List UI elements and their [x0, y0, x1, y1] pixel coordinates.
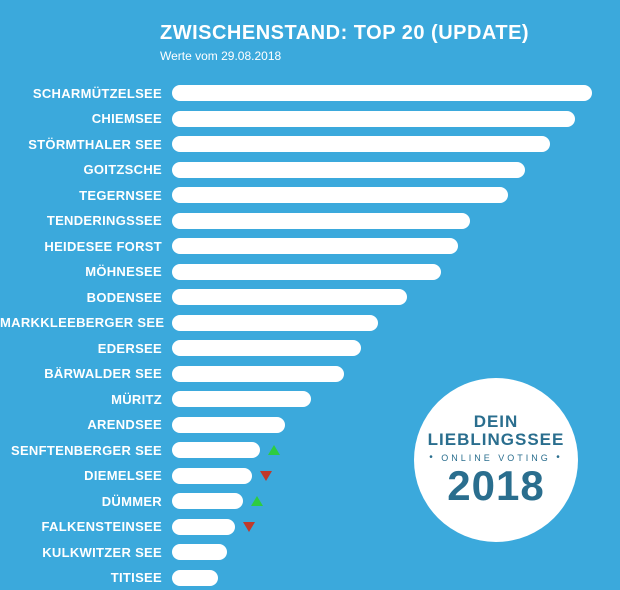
bar-label: STÖRMTHALER SEE	[0, 137, 172, 152]
bar-track	[172, 213, 620, 229]
bar-track	[172, 162, 620, 178]
bar-fill	[172, 111, 575, 127]
chart-header: ZWISCHENSTAND: TOP 20 (UPDATE) Werte vom…	[0, 0, 620, 63]
bar-row: CHIEMSEE	[0, 107, 620, 131]
bar-fill	[172, 187, 508, 203]
bar-fill	[172, 468, 252, 484]
bar-label: TEGERNSEE	[0, 188, 172, 203]
trend-up-icon	[251, 496, 263, 506]
bar-label: CHIEMSEE	[0, 111, 172, 126]
bar-label: TITISEE	[0, 570, 172, 585]
bar-row: MARKKLEEBERGER SEE	[0, 311, 620, 335]
bar-fill	[172, 162, 525, 178]
bar-label: EDERSEE	[0, 341, 172, 356]
bar-track	[172, 315, 620, 331]
bar-fill	[172, 391, 311, 407]
bar-fill	[172, 315, 378, 331]
bar-row: EDERSEE	[0, 336, 620, 360]
badge-line1a: DEIN	[474, 412, 519, 431]
bar-fill	[172, 238, 458, 254]
bar-fill	[172, 289, 407, 305]
bar-label: GOITZSCHE	[0, 162, 172, 177]
bar-label: ARENDSEE	[0, 417, 172, 432]
bar-label: BODENSEE	[0, 290, 172, 305]
bar-label: MÖHNESEE	[0, 264, 172, 279]
bar-row: TEGERNSEE	[0, 183, 620, 207]
badge-line1: DEIN LIEBLINGSSEE	[428, 413, 565, 449]
bar-track	[172, 289, 620, 305]
voting-badge: DEIN LIEBLINGSSEE ONLINE VOTING 2018	[414, 378, 578, 542]
bar-row: BÄRWALDER SEE	[0, 362, 620, 386]
bar-label: HEIDESEE FORST	[0, 239, 172, 254]
trend-down-icon	[243, 522, 255, 532]
bar-track	[172, 519, 620, 535]
bar-track	[172, 136, 620, 152]
bar-row: STÖRMTHALER SEE	[0, 132, 620, 156]
bar-track	[172, 85, 620, 101]
bar-row: HEIDESEE FORST	[0, 234, 620, 258]
bar-label: BÄRWALDER SEE	[0, 366, 172, 381]
bar-row: TENDERINGSSEE	[0, 209, 620, 233]
badge-line2: ONLINE VOTING	[431, 453, 561, 463]
bar-fill	[172, 340, 361, 356]
bar-fill	[172, 85, 592, 101]
bar-row: SCHARMÜTZELSEE	[0, 81, 620, 105]
bar-row: BODENSEE	[0, 285, 620, 309]
bar-fill	[172, 264, 441, 280]
bar-row: GOITZSCHE	[0, 158, 620, 182]
bar-fill	[172, 136, 550, 152]
bar-track	[172, 544, 620, 560]
bar-label: TENDERINGSSEE	[0, 213, 172, 228]
badge-year: 2018	[447, 465, 544, 507]
bar-label: SENFTENBERGER SEE	[0, 443, 172, 458]
bar-track	[172, 111, 620, 127]
bar-fill	[172, 442, 260, 458]
bar-track	[172, 238, 620, 254]
chart-subtitle: Werte vom 29.08.2018	[160, 49, 620, 63]
bar-fill	[172, 544, 227, 560]
bar-label: FALKENSTEINSEE	[0, 519, 172, 534]
bar-track	[172, 570, 620, 586]
chart-title: ZWISCHENSTAND: TOP 20 (UPDATE)	[160, 22, 620, 45]
bar-track	[172, 340, 620, 356]
bar-fill	[172, 493, 243, 509]
bar-label: DIEMELSEE	[0, 468, 172, 483]
bar-fill	[172, 213, 470, 229]
bar-fill	[172, 570, 218, 586]
trend-down-icon	[260, 471, 272, 481]
bar-track	[172, 366, 620, 382]
bar-row: TITISEE	[0, 566, 620, 590]
trend-up-icon	[268, 445, 280, 455]
bar-fill	[172, 519, 235, 535]
bar-fill	[172, 417, 285, 433]
bar-label: SCHARMÜTZELSEE	[0, 86, 172, 101]
bar-fill	[172, 366, 344, 382]
bar-row: MÖHNESEE	[0, 260, 620, 284]
bar-track	[172, 264, 620, 280]
bar-track	[172, 187, 620, 203]
badge-line1b: LIEBLINGSSEE	[428, 430, 565, 449]
bar-label: DÜMMER	[0, 494, 172, 509]
bar-row: KULKWITZER SEE	[0, 540, 620, 564]
bar-label: MARKKLEEBERGER SEE	[0, 315, 172, 330]
bar-label: KULKWITZER SEE	[0, 545, 172, 560]
bar-label: MÜRITZ	[0, 392, 172, 407]
